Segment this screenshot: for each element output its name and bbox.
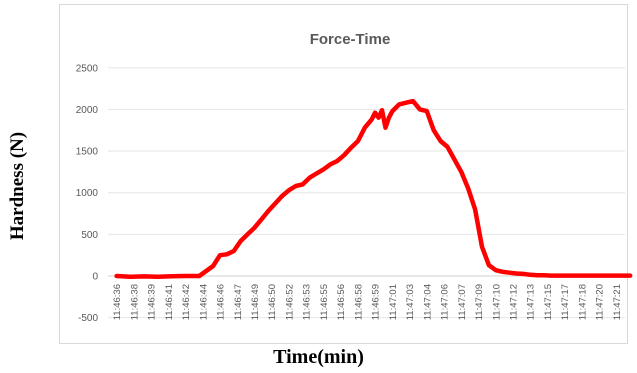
x-tick-label: 11:47:01 [388,284,399,320]
x-tick-label: 11:46:42 [181,284,192,320]
x-tick-label: 11:47:20 [595,284,606,320]
y-tick-label: 2000 [76,105,99,116]
x-tick-label: 11:47:13 [526,284,537,320]
x-tick-label: 11:46:58 [353,284,364,320]
y-tick-label: -500 [78,313,98,324]
series-line [114,98,633,280]
y-tick-label: 500 [81,230,98,241]
x-tick-label: 11:47:07 [457,284,468,320]
x-tick-label: 11:46:47 [233,284,244,320]
x-tick-label: 11:46:38 [129,284,140,320]
x-tick-label: 11:47:10 [491,284,502,320]
y-tick-label: 1000 [76,188,99,199]
x-tick-label: 11:46:56 [336,284,347,320]
x-tick-label: 11:47:04 [422,284,433,320]
x-tick-label: 11:47:17 [560,284,571,320]
gridlines [108,67,625,319]
x-axis-label: Time(min) [273,346,364,368]
x-tick-label: 11:46:36 [112,284,123,320]
x-tick-label: 11:47:21 [612,284,623,320]
x-tick-label: 11:47:15 [543,284,554,320]
series-layer [114,98,633,280]
x-tick-labels: 11:46:36 11:46:38 11:46:39 11:46:41 11:46:42… [112,284,623,320]
x-tick-label: 11:47:12 [508,284,519,320]
x-tick-label: 11:47:03 [405,284,416,320]
x-tick-label: 11:46:55 [319,284,330,320]
y-tick-labels: -500 0 500 1000 1500 2000 2500 [76,63,99,324]
chart-frame [59,4,628,344]
x-tick-label: 11:46:52 [284,284,295,320]
x-tick-label: 11:46:53 [302,284,313,320]
x-tick-label: 11:46:59 [371,284,382,320]
x-tick-label: 11:46:50 [267,284,278,320]
x-tick-label: 11:46:44 [198,284,209,320]
x-tick-label: 11:46:39 [147,284,158,320]
x-tick-label: 11:46:41 [164,284,175,320]
x-tick-label: 11:47:09 [474,284,485,320]
x-tick-label: 11:46:49 [250,284,261,320]
y-tick-label: 0 [92,272,98,283]
x-tick-label: 11:46:46 [216,284,227,320]
x-tick-label: 11:47:06 [440,284,451,320]
y-tick-label: 2500 [76,63,99,74]
x-tick-label: 11:47:18 [577,284,588,320]
chart-title: Force-Time [310,31,391,48]
y-tick-label: 1500 [76,147,99,158]
